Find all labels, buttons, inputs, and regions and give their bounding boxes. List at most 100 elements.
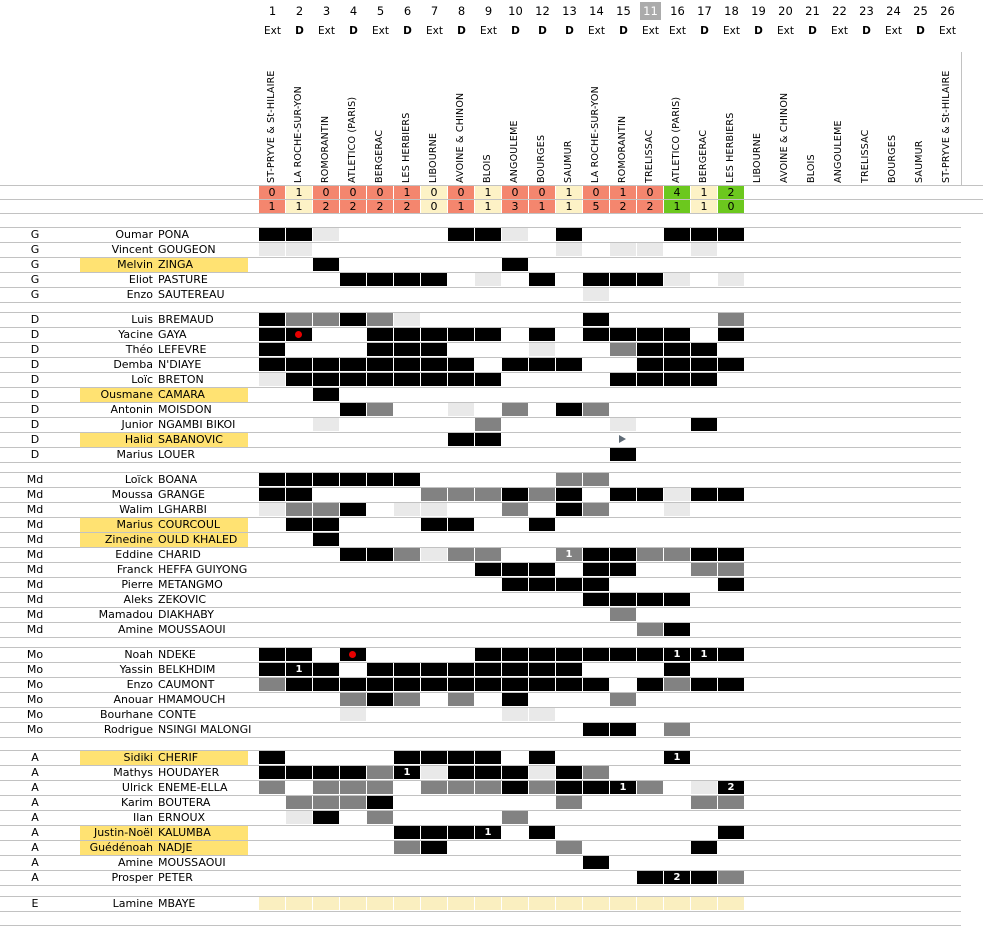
appearance-cell[interactable]	[664, 593, 690, 606]
appearance-cell[interactable]	[340, 503, 366, 516]
appearance-cell[interactable]	[583, 273, 609, 286]
player-last-name[interactable]: DIAKHABY	[158, 608, 214, 621]
appearance-cell[interactable]	[475, 373, 501, 386]
appearance-cell[interactable]	[556, 766, 582, 779]
appearance-cell[interactable]	[691, 871, 717, 884]
appearance-cell[interactable]	[286, 811, 312, 824]
appearance-cell[interactable]	[691, 373, 717, 386]
appearance-cell[interactable]	[664, 358, 690, 371]
appearance-cell[interactable]	[367, 403, 393, 416]
player-first-name[interactable]: Franck	[116, 563, 153, 576]
match-number[interactable]: 21	[805, 4, 820, 18]
appearance-cell[interactable]	[286, 313, 312, 326]
appearance-cell[interactable]	[610, 693, 636, 706]
match-number[interactable]: 4	[349, 4, 358, 18]
appearance-cell[interactable]	[583, 593, 609, 606]
appearance-cell[interactable]	[394, 693, 420, 706]
appearance-cell[interactable]	[583, 781, 609, 794]
appearance-cell[interactable]	[691, 841, 717, 854]
appearance-cell[interactable]	[610, 723, 636, 736]
match-number[interactable]: 5	[376, 4, 385, 18]
appearance-cell[interactable]	[664, 328, 690, 341]
appearance-cell[interactable]	[583, 313, 609, 326]
appearance-cell[interactable]	[259, 663, 285, 676]
appearance-cell[interactable]	[259, 678, 285, 691]
appearance-cell[interactable]	[340, 648, 366, 661]
appearance-cell[interactable]	[367, 897, 393, 910]
appearance-cell[interactable]	[556, 663, 582, 676]
score-against-cell[interactable]: 2	[367, 200, 393, 213]
appearance-cell[interactable]	[448, 488, 474, 501]
match-number[interactable]: 13	[562, 4, 577, 18]
score-for-cell[interactable]: 1	[556, 186, 582, 199]
appearance-cell[interactable]	[718, 358, 744, 371]
player-last-name[interactable]: BOANA	[158, 473, 198, 486]
appearance-cell[interactable]	[529, 328, 555, 341]
appearance-cell[interactable]	[259, 897, 285, 910]
appearance-cell[interactable]	[583, 678, 609, 691]
score-for-cell[interactable]: 1	[691, 186, 717, 199]
appearance-cell[interactable]	[286, 796, 312, 809]
player-last-name[interactable]: PASTURE	[158, 273, 208, 286]
player-first-name[interactable]: Anouar	[113, 693, 153, 706]
player-last-name[interactable]: NSINGI MALONGI	[158, 723, 252, 736]
player-first-name[interactable]: Vincent	[111, 243, 153, 256]
appearance-cell[interactable]	[394, 328, 420, 341]
player-last-name[interactable]: GOUGEON	[158, 243, 216, 256]
appearance-cell[interactable]	[583, 328, 609, 341]
appearance-cell[interactable]	[367, 313, 393, 326]
appearance-cell[interactable]	[691, 678, 717, 691]
player-last-name[interactable]: CHARID	[158, 548, 201, 561]
appearance-cell[interactable]	[556, 897, 582, 910]
player-last-name[interactable]: PETER	[158, 871, 193, 884]
appearance-cell[interactable]	[394, 841, 420, 854]
appearance-cell[interactable]	[340, 708, 366, 721]
player-first-name[interactable]: Zinedine	[104, 533, 153, 546]
appearance-cell[interactable]	[502, 897, 528, 910]
player-first-name[interactable]: Lamine	[112, 897, 153, 910]
appearance-cell[interactable]	[286, 228, 312, 241]
player-last-name[interactable]: GRANGE	[158, 488, 205, 501]
appearance-cell[interactable]	[556, 228, 582, 241]
appearance-cell[interactable]	[583, 503, 609, 516]
appearance-cell[interactable]	[475, 328, 501, 341]
appearance-cell[interactable]	[637, 648, 663, 661]
appearance-cell[interactable]	[718, 897, 744, 910]
player-first-name[interactable]: Loïck	[124, 473, 153, 486]
appearance-cell[interactable]	[475, 648, 501, 661]
match-number[interactable]: 26	[940, 4, 955, 18]
player-last-name[interactable]: MOUSSAOUI	[158, 623, 226, 636]
score-against-cell[interactable]: 1	[664, 200, 690, 213]
appearance-cell[interactable]	[691, 358, 717, 371]
score-for-cell[interactable]: 0	[448, 186, 474, 199]
player-first-name[interactable]: Ulrick	[121, 781, 153, 794]
appearance-cell[interactable]	[637, 358, 663, 371]
appearance-cell[interactable]	[448, 678, 474, 691]
appearance-cell[interactable]	[556, 578, 582, 591]
appearance-cell[interactable]	[313, 518, 339, 531]
substitution-cell[interactable]	[610, 433, 636, 446]
appearance-cell[interactable]	[664, 623, 690, 636]
appearance-cell[interactable]	[556, 503, 582, 516]
score-for-cell[interactable]: 0	[421, 186, 447, 199]
appearance-cell[interactable]	[691, 343, 717, 356]
appearance-cell[interactable]	[448, 358, 474, 371]
appearance-cell[interactable]	[718, 648, 744, 661]
appearance-cell[interactable]	[583, 288, 609, 301]
appearance-cell[interactable]	[583, 578, 609, 591]
appearance-cell[interactable]	[610, 418, 636, 431]
appearance-cell[interactable]	[529, 488, 555, 501]
appearance-cell[interactable]	[556, 796, 582, 809]
player-first-name[interactable]: Ousmane	[100, 388, 153, 401]
appearance-cell[interactable]	[313, 781, 339, 794]
match-number[interactable]: 8	[457, 4, 466, 18]
appearance-cell[interactable]	[340, 358, 366, 371]
appearance-cell[interactable]	[529, 751, 555, 764]
score-against-cell[interactable]: 2	[394, 200, 420, 213]
match-number[interactable]: 24	[886, 4, 901, 18]
player-last-name[interactable]: HOUDAYER	[158, 766, 220, 779]
appearance-cell[interactable]	[502, 781, 528, 794]
appearance-cell[interactable]	[286, 243, 312, 256]
player-last-name[interactable]: NADJE	[158, 841, 193, 854]
appearance-cell[interactable]: 2	[718, 781, 744, 794]
